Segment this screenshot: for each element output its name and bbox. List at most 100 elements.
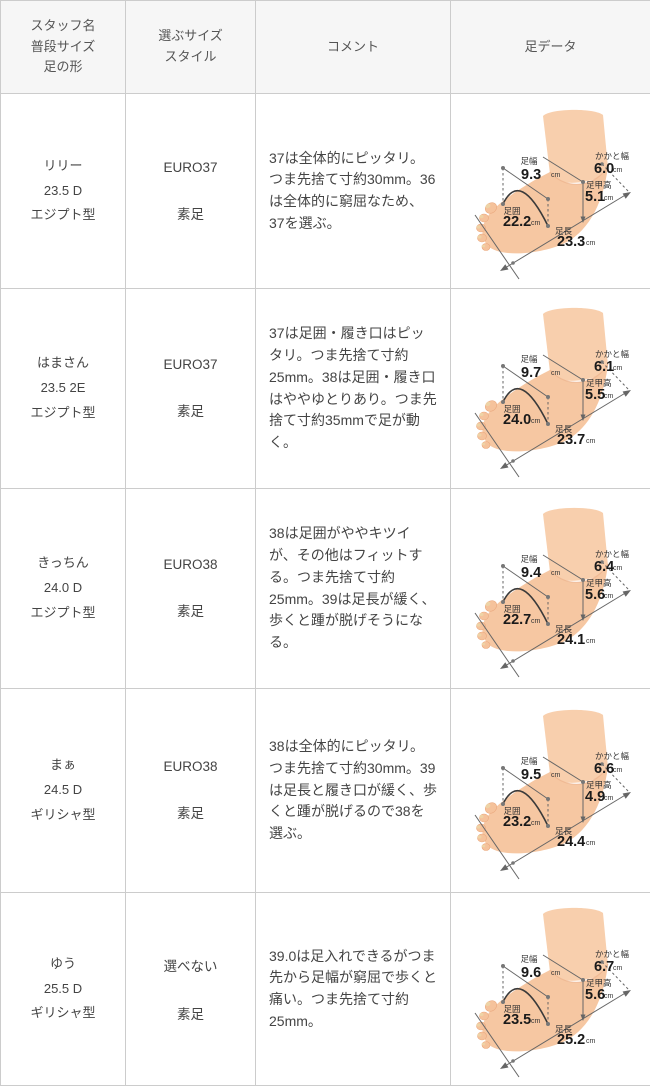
unit-cm: cm bbox=[613, 167, 623, 174]
staff-info: まぁ 24.5 D ギリシャ型 bbox=[30, 757, 96, 822]
foot-data-cell: 足幅 かかと幅 足甲高 足囲 足長 9.6 6.7 5.6 23.5 25.2 … bbox=[450, 892, 650, 1086]
foot-width-value: 9.5 bbox=[521, 767, 541, 783]
header-staff-label: スタッフ名 普段サイズ 足の形 bbox=[30, 17, 96, 75]
foot-length-label: 足長 bbox=[555, 1024, 573, 1034]
header-foot: 足データ bbox=[450, 0, 650, 94]
unit-cm: cm bbox=[613, 965, 623, 972]
heel-width-label: かかと幅 bbox=[594, 751, 629, 761]
chosen-size: EURO38 bbox=[163, 759, 218, 774]
comment-cell: 38は足囲がややキツイが、その他はフィットする。つま先捨て寸約25mm。39は足… bbox=[255, 488, 451, 689]
foot-data-cell: 足幅 かかと幅 足甲高 足囲 足長 9.7 6.1 5.5 24.0 23.7 … bbox=[450, 288, 650, 489]
header-row: スタッフ名 普段サイズ 足の形 選ぶサイズ スタイル コメント 足データ bbox=[0, 0, 650, 94]
measurement-units: cm cm cm cm cm bbox=[531, 167, 623, 247]
measurement-lines bbox=[474, 756, 629, 879]
table-row: リリー 23.5 D エジプト型 EURO37 素足 37は全体的にピッタリ。つ… bbox=[0, 93, 650, 289]
header-comment: コメント bbox=[255, 0, 451, 94]
foot-girth-value: 23.5 bbox=[503, 1012, 531, 1028]
foot-length-label: 足長 bbox=[555, 624, 573, 634]
unit-cm: cm bbox=[531, 820, 541, 827]
chosen-size: 選べない bbox=[163, 959, 218, 974]
unit-cm: cm bbox=[531, 220, 541, 227]
table-row: はまさん 23.5 2E エジプト型 EURO37 素足 37は足囲・履き口はピ… bbox=[0, 288, 650, 489]
unit-cm: cm bbox=[551, 970, 561, 977]
instep-height-value: 5.6 bbox=[585, 587, 605, 603]
foot-width-label: 足幅 bbox=[520, 354, 538, 364]
foot-measurement-diagram: 足幅 かかと幅 足甲高 足囲 足長 9.6 6.7 5.6 23.5 25.2 … bbox=[474, 907, 631, 1078]
comment-cell: 39.0は足入れできるがつま先から足幅が窮屈で歩くと痛い。つま先捨て寸約25mm… bbox=[255, 892, 451, 1086]
header-staff: スタッフ名 普段サイズ 足の形 bbox=[0, 0, 126, 94]
measurement-arrows bbox=[499, 990, 631, 1069]
measurement-dots bbox=[500, 359, 604, 463]
measurement-labels: 足幅 かかと幅 足甲高 足囲 足長 bbox=[503, 949, 629, 1034]
comment-cell: 37は足囲・履き口はピッタリ。つま先捨て寸約25mm。38は足囲・履き口はややゆ… bbox=[255, 288, 451, 489]
unit-cm: cm bbox=[531, 618, 541, 625]
staff-cell: はまさん 23.5 2E エジプト型 bbox=[0, 288, 126, 489]
heel-width-value: 6.0 bbox=[594, 161, 614, 177]
size-cell: EURO37 素足 bbox=[125, 288, 256, 489]
header-size-label: 選ぶサイズ スタイル bbox=[158, 28, 223, 64]
foot-width-label: 足幅 bbox=[520, 554, 538, 564]
measurement-values: 9.5 6.6 4.9 23.2 24.4 bbox=[503, 761, 614, 850]
instep-height-value: 5.1 bbox=[585, 189, 605, 205]
unit-cm: cm bbox=[551, 570, 561, 577]
foot-girth-value: 22.7 bbox=[503, 612, 531, 628]
foot-length-value: 25.2 bbox=[557, 1032, 585, 1048]
heel-width-label: かかと幅 bbox=[594, 549, 629, 559]
size-style: 素足 bbox=[177, 604, 204, 619]
instep-height-label: 足甲高 bbox=[586, 578, 612, 588]
unit-cm: cm bbox=[604, 593, 614, 600]
foot-girth-label: 足囲 bbox=[503, 604, 520, 614]
measurement-dots bbox=[500, 162, 604, 265]
unit-cm: cm bbox=[604, 795, 614, 802]
measurement-lines bbox=[474, 354, 629, 477]
measurement-arrows bbox=[499, 589, 631, 669]
foot-measurement-diagram: 足幅 かかと幅 足甲高 足囲 足長 9.7 6.1 5.5 24.0 23.7 … bbox=[474, 307, 631, 477]
heel-width-value: 6.6 bbox=[594, 761, 614, 777]
foot-photo bbox=[475, 709, 609, 853]
measurement-arrows bbox=[499, 192, 631, 271]
instep-height-label: 足甲高 bbox=[586, 780, 612, 790]
instep-height-label: 足甲高 bbox=[586, 378, 612, 388]
size-style: 素足 bbox=[177, 1007, 204, 1022]
unit-cm: cm bbox=[551, 772, 561, 779]
comment-cell: 37は全体的にピッタリ。つま先捨て寸約30mm。36は全体的に窮屈なため、37を… bbox=[255, 93, 451, 289]
measurement-units: cm cm cm cm cm bbox=[531, 365, 623, 445]
measurement-labels: 足幅 かかと幅 足甲高 足囲 足長 bbox=[503, 549, 629, 634]
foot-length-value: 23.7 bbox=[557, 432, 585, 448]
measurement-dots bbox=[500, 559, 604, 663]
measurement-dots bbox=[500, 960, 604, 1063]
staff-cell: リリー 23.5 D エジプト型 bbox=[0, 93, 126, 289]
size-cell: EURO38 素足 bbox=[125, 488, 256, 689]
foot-girth-value: 24.0 bbox=[503, 412, 531, 428]
measurement-labels: 足幅 かかと幅 足甲高 足囲 足長 bbox=[503, 349, 629, 434]
chosen-size: EURO38 bbox=[163, 557, 218, 572]
staff-info: ゆう 25.5 D ギリシャ型 bbox=[30, 955, 96, 1021]
foot-length-value: 24.4 bbox=[557, 834, 585, 850]
foot-photo bbox=[475, 109, 609, 254]
foot-width-label: 足幅 bbox=[520, 156, 538, 166]
comment-cell: 38は全体的にピッタリ。つま先捨て寸約30mm。39は足長と履き口が緩く、歩くと… bbox=[255, 688, 451, 893]
measurement-lines bbox=[474, 156, 629, 280]
header-size: 選ぶサイズ スタイル bbox=[125, 0, 256, 94]
measurement-values: 9.4 6.4 5.6 22.7 24.1 bbox=[503, 559, 614, 648]
foot-width-label: 足幅 bbox=[520, 756, 538, 766]
unit-cm: cm bbox=[613, 767, 623, 774]
staff-cell: ゆう 25.5 D ギリシャ型 bbox=[0, 892, 126, 1086]
foot-photo bbox=[475, 307, 609, 451]
foot-photo bbox=[475, 907, 609, 1052]
measurement-lines bbox=[474, 554, 629, 677]
foot-width-value: 9.7 bbox=[521, 365, 541, 381]
foot-width-label: 足幅 bbox=[520, 954, 538, 964]
measurement-values: 9.7 6.1 5.5 24.0 23.7 bbox=[503, 359, 614, 448]
size-style: 素足 bbox=[177, 206, 204, 222]
heel-width-value: 6.1 bbox=[594, 359, 614, 375]
foot-length-value: 23.3 bbox=[557, 234, 585, 250]
measurement-units: cm cm cm cm cm bbox=[531, 565, 623, 645]
measurement-labels: 足幅 かかと幅 足甲高 足囲 足長 bbox=[503, 751, 629, 836]
unit-cm: cm bbox=[613, 565, 623, 572]
instep-height-value: 5.6 bbox=[585, 987, 605, 1003]
staff-info: リリー 23.5 D エジプト型 bbox=[30, 157, 96, 223]
header-foot-label: 足データ bbox=[524, 38, 577, 54]
measurement-values: 9.3 6.0 5.1 22.2 23.3 bbox=[503, 161, 614, 250]
size-style: 素足 bbox=[177, 404, 204, 419]
